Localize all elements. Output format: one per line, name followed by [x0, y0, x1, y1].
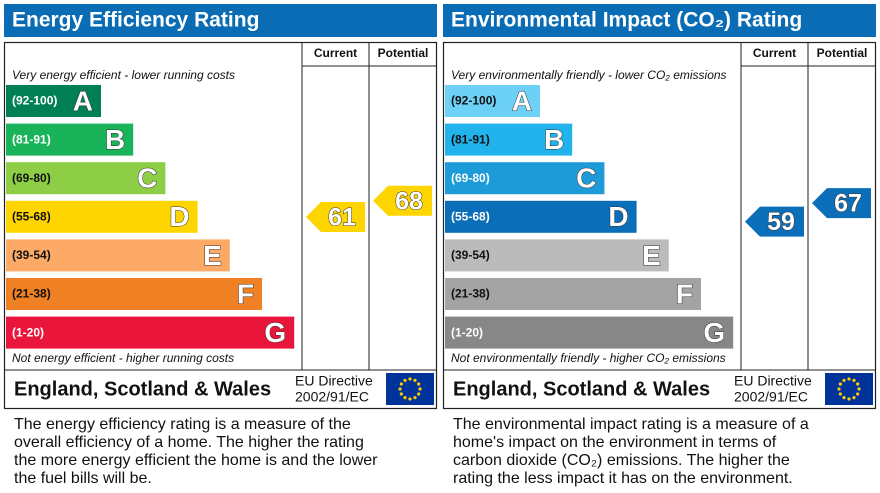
band-letter: C	[576, 163, 596, 194]
band-range: (92-100)	[12, 94, 57, 108]
directive: 2002/91/EC	[734, 389, 808, 405]
band-range: (69-80)	[451, 171, 490, 185]
column-header: Potential	[817, 46, 868, 60]
band-range: (81-91)	[451, 132, 490, 146]
eu-star	[852, 378, 856, 382]
top-note: Very energy efficient - lower running co…	[12, 68, 235, 82]
rating-arrow	[745, 206, 804, 237]
rating-value: 61	[328, 204, 356, 232]
band-range: (39-54)	[451, 248, 490, 262]
eu-star	[413, 396, 417, 400]
bottom-note: Not energy efficient - higher running co…	[12, 351, 234, 365]
top-note: Very environmentally friendly - lower CO…	[451, 68, 727, 82]
band-letter: B	[544, 124, 564, 155]
band-letter: C	[137, 163, 157, 194]
rating-box	[442, 41, 877, 410]
panel-title: Energy Efficiency Rating	[12, 9, 259, 32]
panel-title: Environmental Impact (CO₂) Rating	[451, 9, 802, 32]
band-range: (1-20)	[451, 325, 483, 339]
directive: 2002/91/EC	[295, 389, 369, 405]
eu-star	[852, 396, 856, 400]
description: The energy efficiency rating is a measur…	[14, 416, 378, 487]
rating-box	[3, 41, 438, 410]
band-bar	[6, 85, 101, 117]
band-range: (21-38)	[12, 287, 51, 301]
eu-star	[837, 387, 841, 391]
description: The environmental impact rating is a mea…	[453, 416, 809, 487]
band-bar	[6, 239, 230, 272]
band-range: (81-91)	[12, 132, 51, 146]
band-bar	[445, 162, 605, 195]
band-bar	[445, 85, 540, 117]
eu-star	[408, 377, 412, 381]
band-range: (1-20)	[12, 325, 44, 339]
band-range: (92-100)	[451, 94, 496, 108]
eu-star	[842, 396, 846, 400]
column-header: Current	[314, 46, 357, 60]
eu-star	[398, 387, 402, 391]
directive: EU Directive	[295, 373, 373, 389]
band-range: (55-68)	[12, 209, 51, 223]
band-bar	[6, 278, 262, 310]
band-bar	[445, 123, 573, 156]
title-bar	[4, 4, 437, 37]
eu-star	[399, 382, 403, 386]
rating-value: 59	[767, 208, 795, 236]
rating-arrow	[373, 185, 432, 216]
eu-star	[418, 387, 422, 391]
bottom-note: Not environmentally friendly - higher CO…	[451, 351, 726, 365]
eu-star	[413, 378, 417, 382]
eu-star	[417, 382, 421, 386]
band-bar	[6, 316, 295, 349]
eu-star	[417, 392, 421, 396]
band-letter: D	[169, 201, 189, 232]
band-letter: A	[73, 85, 93, 116]
band-letter: B	[105, 124, 125, 155]
band-letter: F	[237, 278, 254, 309]
band-bar	[6, 200, 198, 233]
eu-star	[842, 378, 846, 382]
band-letter: E	[203, 240, 222, 271]
band-letter: G	[264, 317, 286, 348]
title-bar	[443, 4, 876, 37]
eu-star	[856, 392, 860, 396]
band-letter: A	[512, 85, 532, 116]
band-bar	[445, 239, 669, 272]
eu-star	[403, 378, 407, 382]
region: England, Scotland & Wales	[453, 378, 710, 400]
eu-star	[857, 387, 861, 391]
eu-star	[399, 392, 403, 396]
band-range: (69-80)	[12, 171, 51, 185]
band-range: (21-38)	[451, 287, 490, 301]
rating-value: 68	[395, 187, 423, 215]
band-bar	[445, 316, 734, 349]
band-bar	[445, 200, 637, 233]
eu-star	[408, 397, 412, 401]
eu-star	[856, 382, 860, 386]
band-bar	[445, 278, 701, 310]
directive: EU Directive	[734, 373, 812, 389]
region: England, Scotland & Wales	[14, 378, 271, 400]
eu-star	[847, 397, 851, 401]
band-letter: F	[676, 278, 693, 309]
column-header: Potential	[378, 46, 429, 60]
rating-value: 67	[834, 190, 862, 218]
eu-star	[838, 392, 842, 396]
band-bar	[6, 123, 134, 156]
rating-arrow	[306, 201, 365, 232]
band-letter: E	[642, 240, 661, 271]
band-letter: G	[703, 317, 725, 348]
band-letter: D	[608, 201, 628, 232]
eu-star	[847, 377, 851, 381]
band-range: (55-68)	[451, 209, 490, 223]
eu-star	[403, 396, 407, 400]
column-header: Current	[753, 46, 796, 60]
rating-arrow	[812, 188, 871, 219]
band-range: (39-54)	[12, 248, 51, 262]
band-bar	[6, 162, 166, 195]
eu-star	[838, 382, 842, 386]
